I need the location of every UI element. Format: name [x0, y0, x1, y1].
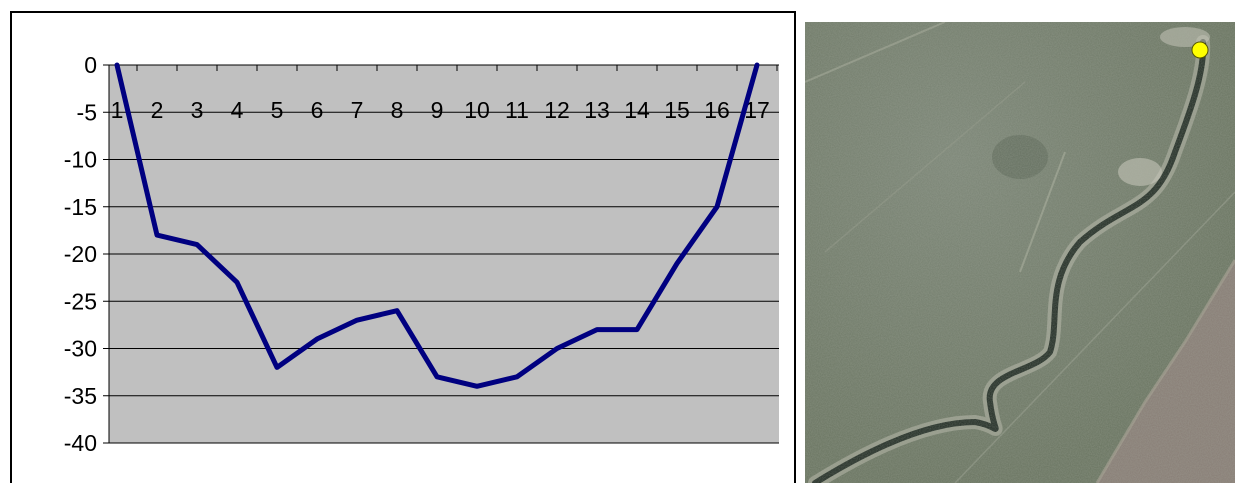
x-tick-label: 16: [704, 97, 730, 123]
satellite-image: [805, 22, 1235, 483]
series-layer: [114, 62, 760, 389]
location-marker[interactable]: [1191, 41, 1209, 59]
y-tick-label: -30: [64, 336, 97, 362]
y-tick-label: -15: [64, 194, 97, 220]
x-tick-label: 12: [544, 97, 570, 123]
x-tick-label: 4: [231, 97, 244, 123]
x-tick-label: 2: [151, 97, 164, 123]
y-tick-label: -25: [64, 288, 97, 314]
x-tick-label: 13: [584, 97, 610, 123]
x-axis: 1 2 3 4 5 6 7 8 9 10 11 12 13 14 15 16 17: [109, 64, 779, 123]
x-tick-label: 1: [111, 97, 124, 123]
x-tick-label: 10: [464, 97, 490, 123]
y-tick-label: -5: [77, 99, 97, 125]
gridlines: [109, 111, 779, 444]
texture: [805, 22, 1235, 483]
y-tick-label: -35: [64, 383, 97, 409]
y-axis: 0 -5 -10 -15 -20 -25 -30 -35 -40: [64, 52, 110, 456]
x-tick-label: 5: [271, 97, 284, 123]
x-tick-label: 3: [191, 97, 204, 123]
x-tick-label: 8: [391, 97, 404, 123]
x-tick-label: 9: [431, 97, 444, 123]
y-tick-label: -10: [64, 147, 97, 173]
chart-svg: 0-5-10-15-20-25-30-35-40 1 2 3 4 5 6 7 8 9 10 11 12…: [64, 52, 779, 456]
depth-profile-chart: 0 -5 -10 -15 -20 -25 -30 -35 -40 1 2 3 4 5 6 7 8 9 10 11 12…: [10, 11, 796, 483]
y-tick-label: 0: [84, 52, 97, 78]
x-tick-label: 7: [351, 97, 364, 123]
x-tick-label: 14: [624, 97, 650, 123]
y-tick-label: -20: [64, 241, 97, 267]
x-tick-label: 6: [311, 97, 324, 123]
x-tick-label: 15: [664, 97, 690, 123]
y-tick-label: -40: [64, 430, 97, 456]
x-tick-label: 11: [505, 97, 529, 123]
satellite-map[interactable]: [805, 22, 1235, 483]
